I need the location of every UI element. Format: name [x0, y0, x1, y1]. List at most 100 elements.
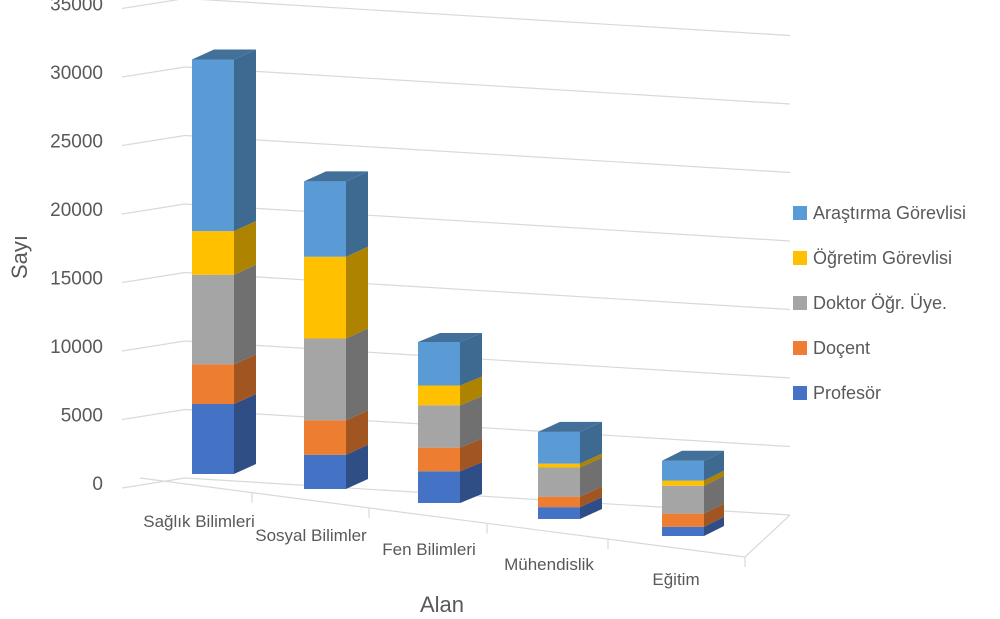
- gridline: [199, 0, 791, 37]
- legend-swatch: [793, 386, 807, 400]
- y-tick-label: 35000: [50, 0, 103, 16]
- bar-stack: [662, 450, 724, 536]
- gridline: [121, 408, 186, 421]
- floor-edge: [139, 477, 746, 558]
- category-label: Fen Bilimleri: [382, 540, 476, 559]
- bar-segment-side: [234, 354, 256, 404]
- legend-item: Öğretim Görevlisi: [793, 248, 952, 268]
- bar-segment: [304, 338, 346, 421]
- chart-floor: [139, 477, 791, 567]
- category-label: Sağlık Bilimleri: [143, 512, 254, 531]
- gridlines: [121, 0, 791, 516]
- bar-stack: [304, 171, 368, 489]
- bar-top: [304, 171, 368, 182]
- gridline: [121, 271, 186, 284]
- legend-swatch: [793, 251, 807, 265]
- bar-segment: [538, 467, 580, 497]
- legend-label: Doçent: [813, 338, 870, 358]
- bar-segment: [538, 431, 580, 464]
- bar-segment-side: [580, 453, 602, 468]
- bar-segment: [538, 507, 580, 519]
- legend-label: Doktor Öğr. Üye.: [813, 293, 947, 313]
- bar-segment: [418, 342, 460, 386]
- bar-segment-side: [234, 49, 256, 232]
- legend-swatch: [793, 206, 807, 220]
- bar-segment: [662, 480, 704, 486]
- bar-segment: [418, 405, 460, 448]
- bar-segment-side: [346, 246, 368, 339]
- bar-segment: [418, 385, 460, 406]
- bar-segment-side: [704, 475, 724, 514]
- bar-segment-side: [580, 497, 602, 519]
- y-axis-ticks: 0 5000 10000 15000 20000 25000 30000 35000: [50, 0, 103, 495]
- bar-segment: [192, 404, 234, 474]
- y-tick-label: 25000: [50, 132, 103, 153]
- bar-segment-side: [460, 376, 482, 406]
- bar-segment-side: [580, 457, 602, 497]
- bar-segment-side: [460, 438, 482, 472]
- bar-segment: [304, 181, 346, 257]
- bar-segment-side: [460, 462, 482, 503]
- category-label: Eğitim: [652, 570, 699, 589]
- bar-segment: [538, 463, 580, 468]
- bar-segment: [418, 447, 460, 472]
- bar-segment: [192, 231, 234, 275]
- legend-item: Araştırma Görevlisi: [793, 203, 966, 223]
- bar-stack: [538, 421, 602, 519]
- bar-segment-side: [346, 171, 368, 257]
- legend-label: Araştırma Görevlisi: [813, 203, 966, 223]
- y-tick-label: 30000: [50, 63, 103, 84]
- gridline: [184, 408, 791, 448]
- bar-segment-side: [346, 444, 368, 489]
- bar-segment: [304, 420, 346, 455]
- gridline: [184, 203, 791, 242]
- legend-item: Profesör: [793, 383, 881, 403]
- legend-label: Öğretim Görevlisi: [813, 248, 952, 268]
- bar-top: [662, 450, 724, 461]
- bar-segment: [192, 364, 234, 404]
- gridline: [121, 0, 180, 10]
- bar-segment-side: [580, 421, 602, 464]
- gridline: [184, 66, 791, 105]
- legend-item: Doktor Öğr. Üye.: [793, 293, 947, 313]
- bar-segment-side: [234, 394, 256, 474]
- bars: [192, 49, 724, 536]
- gridline: [121, 340, 186, 352]
- bar-segment-side: [704, 503, 724, 527]
- bar-top: [418, 333, 482, 342]
- bar-segment-side: [580, 486, 602, 508]
- bar-segment-side: [704, 516, 724, 536]
- y-tick-label: 10000: [50, 337, 103, 358]
- bar-segment-side: [704, 450, 724, 481]
- category-label: Sosyal Bilimler: [255, 526, 367, 545]
- bar-segment: [304, 454, 346, 489]
- bar-segment: [662, 485, 704, 514]
- bar-segment: [662, 513, 704, 527]
- bar-segment-side: [346, 328, 368, 421]
- bar-segment: [538, 496, 580, 508]
- gridline: [121, 203, 186, 215]
- bar-segment-side: [460, 333, 482, 386]
- gridline: [121, 66, 186, 78]
- legend-swatch: [793, 296, 807, 310]
- bar-stack: [418, 333, 482, 503]
- y-tick-label: 15000: [50, 269, 103, 290]
- bar-segment: [418, 471, 460, 503]
- bar-top: [538, 421, 602, 432]
- bar-stack: [192, 49, 256, 474]
- bar-top: [192, 49, 256, 60]
- floor-edge: [744, 514, 791, 558]
- bar-segment-side: [460, 396, 482, 448]
- gridline: [121, 134, 186, 147]
- legend-label: Profesör: [813, 383, 881, 403]
- gridline: [184, 271, 791, 311]
- bar-segment-side: [234, 264, 256, 365]
- bar-segment-side: [234, 221, 256, 275]
- bar-segment: [662, 460, 704, 481]
- y-tick-label: 20000: [50, 200, 103, 221]
- y-axis-title: Sayı: [7, 235, 32, 279]
- gridline: [121, 477, 186, 489]
- x-axis-title: Alan: [420, 592, 464, 617]
